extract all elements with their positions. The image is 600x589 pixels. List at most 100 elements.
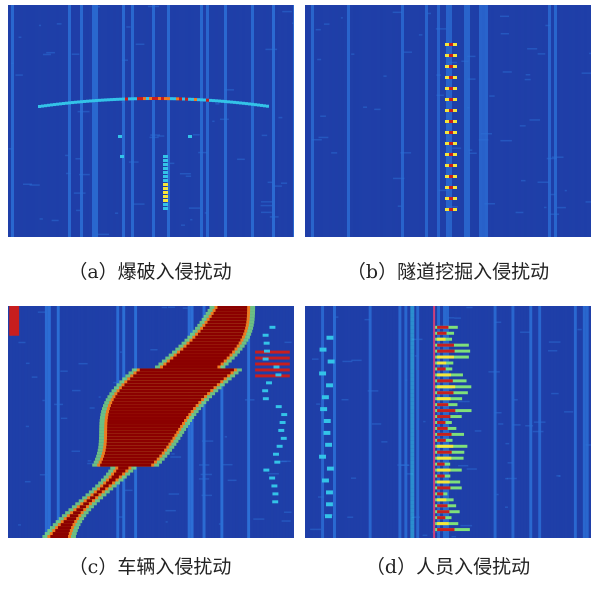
noise-cell <box>525 425 534 427</box>
background-stripe <box>404 306 408 538</box>
noise-cell <box>29 184 40 186</box>
noise-cell <box>412 338 423 341</box>
background-stripe <box>520 306 524 538</box>
footstep-core <box>437 480 450 484</box>
personnel-left-spot <box>325 502 333 507</box>
noise-cell <box>204 212 208 214</box>
noise-cell <box>549 213 560 215</box>
noise-cell <box>340 17 343 19</box>
blast-spot <box>118 135 122 138</box>
noise-cell <box>397 205 402 207</box>
background-stripe <box>56 5 59 237</box>
panel-d-heatmap <box>305 306 591 538</box>
background-stripe <box>12 306 16 538</box>
background-stripe <box>254 5 257 237</box>
footstep-core <box>437 415 451 419</box>
background-stripe <box>321 306 325 538</box>
noise-cell <box>498 423 504 425</box>
noise-cell <box>484 202 496 205</box>
blast-vertical-cell <box>163 163 168 166</box>
noise-cell <box>77 110 90 113</box>
noise-cell <box>168 493 180 495</box>
vehicle-side-signal <box>255 362 290 366</box>
background-stripe <box>306 306 310 538</box>
background-stripe <box>95 306 99 538</box>
noise-cell <box>8 148 13 150</box>
background-stripe <box>241 306 245 538</box>
blast-arc-cell <box>200 98 203 102</box>
blast-vertical-cell <box>163 167 168 170</box>
blast-arc-cell <box>236 101 239 105</box>
vehicle-band-core <box>207 320 247 324</box>
noise-cell <box>496 493 499 496</box>
background-stripe <box>20 5 23 237</box>
footstep-core <box>437 462 445 466</box>
noise-cell <box>550 193 556 196</box>
excavation-pulse-core <box>449 142 453 145</box>
noise-cell <box>381 441 388 443</box>
background-stripe <box>437 5 440 237</box>
background-stripe <box>380 306 384 538</box>
background-stripe <box>560 5 563 237</box>
vehicle-band-core <box>73 511 81 515</box>
vehicle-band-core <box>117 392 208 396</box>
footstep-core <box>437 385 456 389</box>
background-stripe <box>478 306 482 538</box>
blast-vertical-cell <box>163 195 168 198</box>
background-stripe <box>134 5 137 237</box>
excavation-pulse-core <box>449 197 453 200</box>
vehicle-band-core <box>186 344 237 348</box>
personnel-column <box>410 361 415 366</box>
personnel-column <box>410 373 415 378</box>
noise-cell <box>38 24 42 27</box>
background-stripe <box>512 5 515 237</box>
background-stripe <box>193 306 197 538</box>
noise-cell <box>350 477 357 479</box>
vehicle-band-core <box>118 466 129 470</box>
background-stripe <box>14 5 17 237</box>
blast-arc-cell <box>38 105 41 108</box>
noise-cell <box>282 10 292 13</box>
noise-cell <box>520 331 531 333</box>
noise-cell <box>18 524 21 526</box>
vehicle-band-core <box>119 389 211 393</box>
personnel-column <box>410 333 415 338</box>
noise-cell <box>147 5 160 8</box>
vehicle-side-spot <box>263 468 270 472</box>
noise-cell <box>515 211 524 214</box>
background-stripe <box>122 5 125 237</box>
blast-arc-cell <box>83 99 86 103</box>
background-stripe <box>371 5 374 237</box>
blast-arc-cell <box>152 97 155 101</box>
background-stripe <box>41 306 45 538</box>
personnel-column <box>410 516 415 521</box>
blast-arc-cell <box>74 100 77 104</box>
background-stripe <box>317 5 320 237</box>
background-stripe <box>407 306 411 538</box>
background-stripe <box>116 5 119 237</box>
footstep-core <box>437 379 453 383</box>
vehicle-band-core <box>52 532 69 536</box>
noise-cell <box>451 535 456 538</box>
background-stripe <box>404 5 407 237</box>
background-stripe <box>191 5 194 237</box>
noise-cell <box>347 516 354 518</box>
background-stripe <box>584 5 587 237</box>
background-stripe <box>30 306 34 538</box>
blast-arc-cell <box>242 101 245 105</box>
background-stripe <box>368 306 372 538</box>
noise-cell <box>272 185 282 187</box>
personnel-column <box>410 377 415 382</box>
blast-arc-cell <box>182 97 185 101</box>
background-stripe <box>350 306 354 538</box>
noise-cell <box>118 516 125 518</box>
footstep-core <box>437 492 444 496</box>
noise-cell <box>341 398 349 401</box>
blast-arc-cell <box>68 101 71 105</box>
vehicle-band-core <box>133 374 228 378</box>
personnel-column <box>410 504 415 509</box>
blast-arc-cell <box>263 104 266 108</box>
background-stripe <box>359 5 362 237</box>
caption-a: （a）爆破入侵扰动 <box>68 261 232 283</box>
blast-arc-cell <box>62 102 65 106</box>
